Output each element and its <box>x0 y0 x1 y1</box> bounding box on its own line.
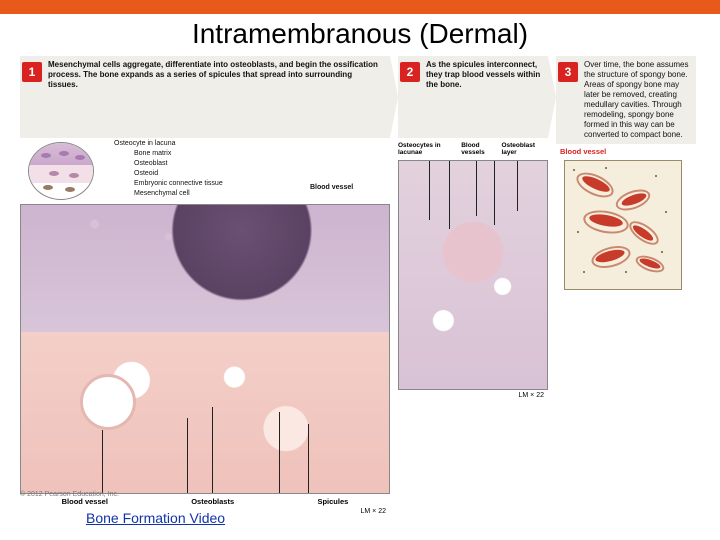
panel-2-header: 2 As the spicules interconnect, they tra… <box>398 56 548 138</box>
caption: Osteoblasts <box>191 497 234 506</box>
step-text-2: As the spicules interconnect, they trap … <box>426 60 542 90</box>
blood-vessel-label: Blood vessel <box>310 184 353 191</box>
spongy-bone-diagram <box>564 160 682 290</box>
panel-1: 1 Mesenchymal cells aggregate, different… <box>20 56 390 515</box>
inset-label: Osteoid <box>134 170 158 177</box>
caption: Osteocytes in lacunae <box>398 142 461 156</box>
panel-2: 2 As the spicules interconnect, they tra… <box>398 56 548 515</box>
panel-3: 3 Over time, the bone assumes the struct… <box>556 56 696 515</box>
inset-diagram <box>28 142 94 200</box>
step-text-3: Over time, the bone assumes the structur… <box>584 60 690 140</box>
page-title: Intramembranous (Dermal) <box>0 18 720 50</box>
caption: Blood vessel <box>62 497 108 506</box>
step-badge-2: 2 <box>400 62 420 82</box>
caption: Spicules <box>317 497 348 506</box>
panel-2-top-labels: Osteocytes in lacunae Blood vessels Oste… <box>398 142 548 156</box>
panel-2-histology <box>398 160 548 390</box>
inset-label: Osteocyte in lacuna <box>114 140 175 147</box>
caption: Blood vessels <box>461 142 501 156</box>
panel-1-histology <box>20 204 390 494</box>
accent-bar <box>0 0 720 14</box>
inset-label: Embryonic connective tissue <box>134 180 223 187</box>
step-badge-1: 1 <box>22 62 42 82</box>
panel-1-header: 1 Mesenchymal cells aggregate, different… <box>20 56 390 138</box>
inset-label: Mesenchymal cell <box>134 190 190 197</box>
panel-1-bottom-labels: Blood vessel Osteoblasts Spicules <box>20 497 390 506</box>
caption: Osteoblast layer <box>501 142 548 156</box>
copyright-text: © 2012 Pearson Education, Inc. <box>20 491 119 498</box>
magnification-2: LM × 22 <box>398 392 548 399</box>
panels-row: 1 Mesenchymal cells aggregate, different… <box>0 56 720 515</box>
step-badge-3: 3 <box>558 62 578 82</box>
panel-1-inset-area: Osteocyte in lacuna Bone matrix Osteobla… <box>20 140 390 204</box>
step-text-1: Mesenchymal cells aggregate, differentia… <box>48 60 384 90</box>
bone-formation-video-link[interactable]: Bone Formation Video <box>86 510 225 526</box>
panel-3-header: 3 Over time, the bone assumes the struct… <box>556 56 696 144</box>
inset-label: Bone matrix <box>134 150 171 157</box>
inset-label: Osteoblast <box>134 160 167 167</box>
blood-vessel-label-3: Blood vessel <box>560 147 696 156</box>
